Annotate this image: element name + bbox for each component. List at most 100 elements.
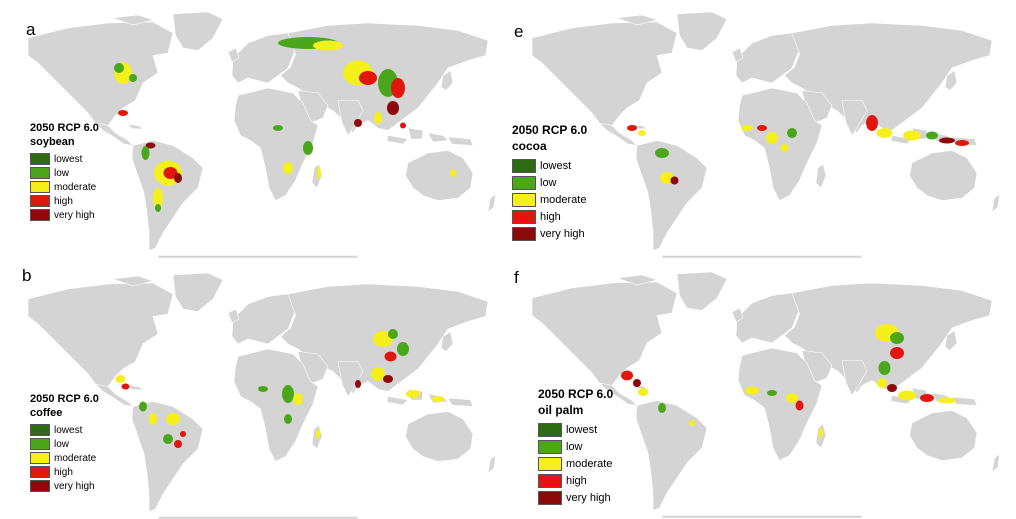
risk-patch [450,169,456,177]
risk-patch [313,40,343,51]
risk-patch [766,132,778,144]
risk-patch [877,378,887,388]
legend-item-very-high: very high [30,479,99,493]
risk-patch [166,413,180,425]
risk-patch [129,74,137,82]
risk-patch [317,167,321,179]
legend-swatch [30,153,50,165]
legend-crop: cocoa [512,139,547,153]
risk-patch [658,403,666,413]
legend-swatch [538,473,562,488]
risk-patch [432,396,444,402]
risk-patch [397,342,409,356]
risk-patch [955,140,969,146]
legend-swatch [538,422,562,437]
risk-patch [787,128,797,138]
legend-item-very-high: very high [30,208,99,222]
risk-patch [149,413,157,425]
legend-swatch [30,438,50,450]
risk-patch [689,420,695,426]
legend: 2050 RCP 6.0 oil palm lowest low moderat… [538,386,613,506]
panel-letter: f [514,268,519,287]
legend-item-high: high [538,472,613,489]
risk-patch [273,125,283,131]
legend-item-low: low [30,437,99,451]
risk-patch [371,367,385,381]
risk-patch [767,390,777,396]
legend-swatch [30,480,50,492]
risk-patch [354,119,362,127]
risk-patch [878,361,891,375]
legend: 2050 RCP 6.0 cocoa lowest low moderate h… [512,122,587,242]
legend-scenario: 2050 RCP 6.0 [538,387,614,401]
panel-letter: b [22,266,32,285]
risk-patch [118,110,128,116]
legend-crop: coffee [30,407,63,419]
risk-patch [391,78,405,98]
world-map-oil-palm [531,271,1000,518]
risk-patch [384,351,397,362]
risk-patch [745,386,759,395]
legend-swatch [512,209,536,224]
legend-swatch [30,209,50,221]
legend-item-very-high: very high [512,225,587,242]
risk-patch [939,137,955,144]
risk-patch [373,331,393,347]
legend-item-high: high [30,465,99,479]
legend-swatch [512,226,536,241]
legend-crop: soybean [30,136,75,148]
risk-patch [660,172,674,184]
legend-item-moderate: moderate [30,180,99,194]
risk-patch [374,112,382,124]
legend-item-lowest: lowest [30,423,99,437]
legend-item-lowest: lowest [538,421,613,438]
legend-swatch [512,192,536,207]
risk-patch [670,176,679,185]
legend-item-high: high [30,194,99,208]
world-map-cocoa [531,11,1000,258]
risk-patch [155,204,161,212]
risk-patch [876,128,893,138]
panel-a: a 2050 RCP 6.0 soybean lowest low modera… [0,0,508,260]
legend-item-moderate: moderate [512,191,587,208]
risk-patch [388,329,398,339]
legend-item-moderate: moderate [538,455,613,472]
risk-patch [145,142,156,149]
legend-swatch [512,158,536,173]
legend: 2050 RCP 6.0 soybean lowest low moderate… [30,121,99,222]
risk-patch [400,122,406,129]
legend-swatch [30,167,50,179]
risk-patch [163,434,173,444]
risk-patch [627,125,637,131]
risk-patch [355,380,361,388]
panel-b: b 2050 RCP 6.0 coffee lowest low moderat… [0,262,508,519]
risk-patch [638,388,648,396]
legend-swatch [30,466,50,478]
risk-patch [283,162,293,174]
risk-patch [621,370,633,381]
legend-scenario: 2050 RCP 6.0 [512,123,588,137]
legend-item-low: low [538,438,613,455]
panel-f: f 2050 RCP 6.0 oil palm lowest low moder… [508,262,1016,519]
risk-patch [141,146,150,160]
risk-patch [866,115,878,131]
legend-item-moderate: moderate [30,451,99,465]
risk-patch [786,393,798,403]
risk-patch [153,188,163,208]
risk-patch [920,394,934,402]
legend-swatch [30,195,50,207]
world-map-soybean [27,11,496,258]
legend-scenario: 2050 RCP 6.0 [30,122,99,134]
legend-swatch [538,439,562,454]
risk-patch [638,130,646,136]
risk-patch [898,390,916,401]
risk-patch [258,386,268,392]
risk-patch [293,393,303,405]
legend-item-low: low [30,166,99,180]
risk-patch [780,144,789,152]
risk-patch [903,130,921,141]
legend-item-very-high: very high [538,489,613,506]
legend-swatch [30,424,50,436]
risk-patch [890,347,904,359]
risk-patch [819,428,823,438]
